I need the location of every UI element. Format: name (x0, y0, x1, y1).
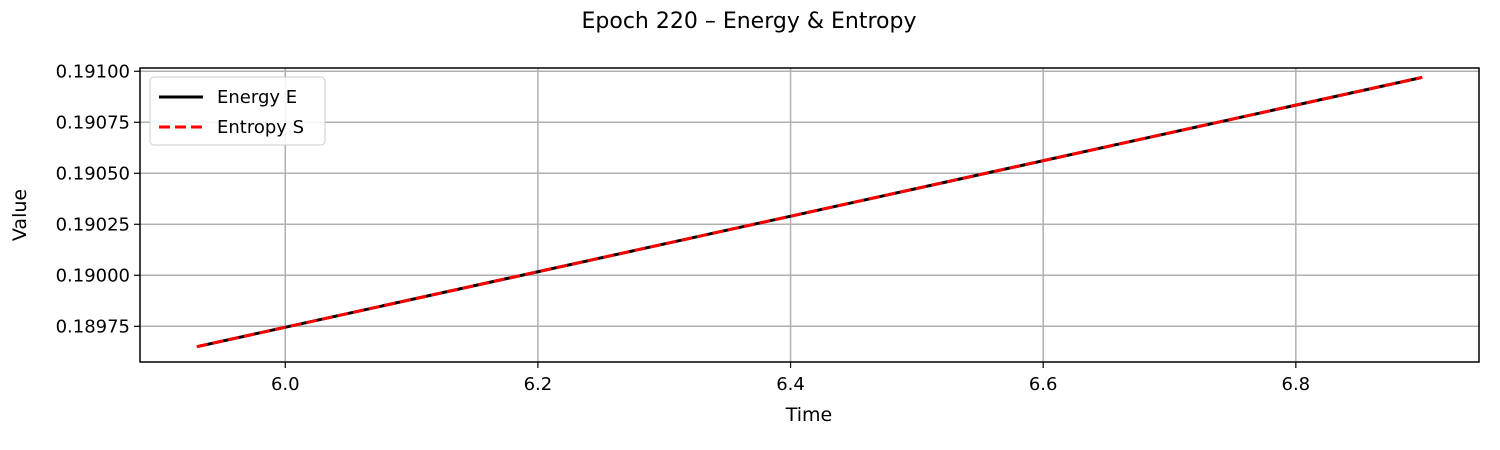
legend-label: Energy E (217, 87, 297, 108)
grid (140, 68, 1479, 362)
x-axis: 6.0 6.2 6.4 6.6 6.8 (271, 362, 1310, 395)
y-axis: 0.18975 0.19000 0.19025 0.19050 0.19075 0.191… (56, 61, 140, 337)
x-tick-label: 6.2 (524, 374, 553, 395)
x-axis-label: Time (785, 404, 833, 426)
legend: Energy E Entropy S (149, 76, 326, 146)
y-tick-label: 0.19100 (56, 61, 130, 82)
y-axis-label: Value (9, 189, 31, 241)
y-tick-label: 0.19000 (56, 265, 130, 286)
y-tick-label: 0.19025 (56, 214, 130, 235)
y-tick-label: 0.19075 (56, 112, 130, 133)
series-layer (196, 75, 1423, 349)
series-line-entropy (196, 75, 1423, 349)
x-tick-label: 6.0 (271, 374, 300, 395)
x-tick-label: 6.8 (1282, 374, 1311, 395)
chart-title: Epoch 220 – Energy & Entropy (582, 9, 917, 34)
y-tick-label: 0.19050 (56, 163, 130, 184)
plot-frame (139, 67, 1480, 363)
x-tick-label: 6.4 (776, 374, 805, 395)
y-tick-label: 0.18975 (56, 316, 130, 337)
x-tick-label: 6.6 (1029, 374, 1058, 395)
legend-label: Entropy S (217, 117, 304, 138)
